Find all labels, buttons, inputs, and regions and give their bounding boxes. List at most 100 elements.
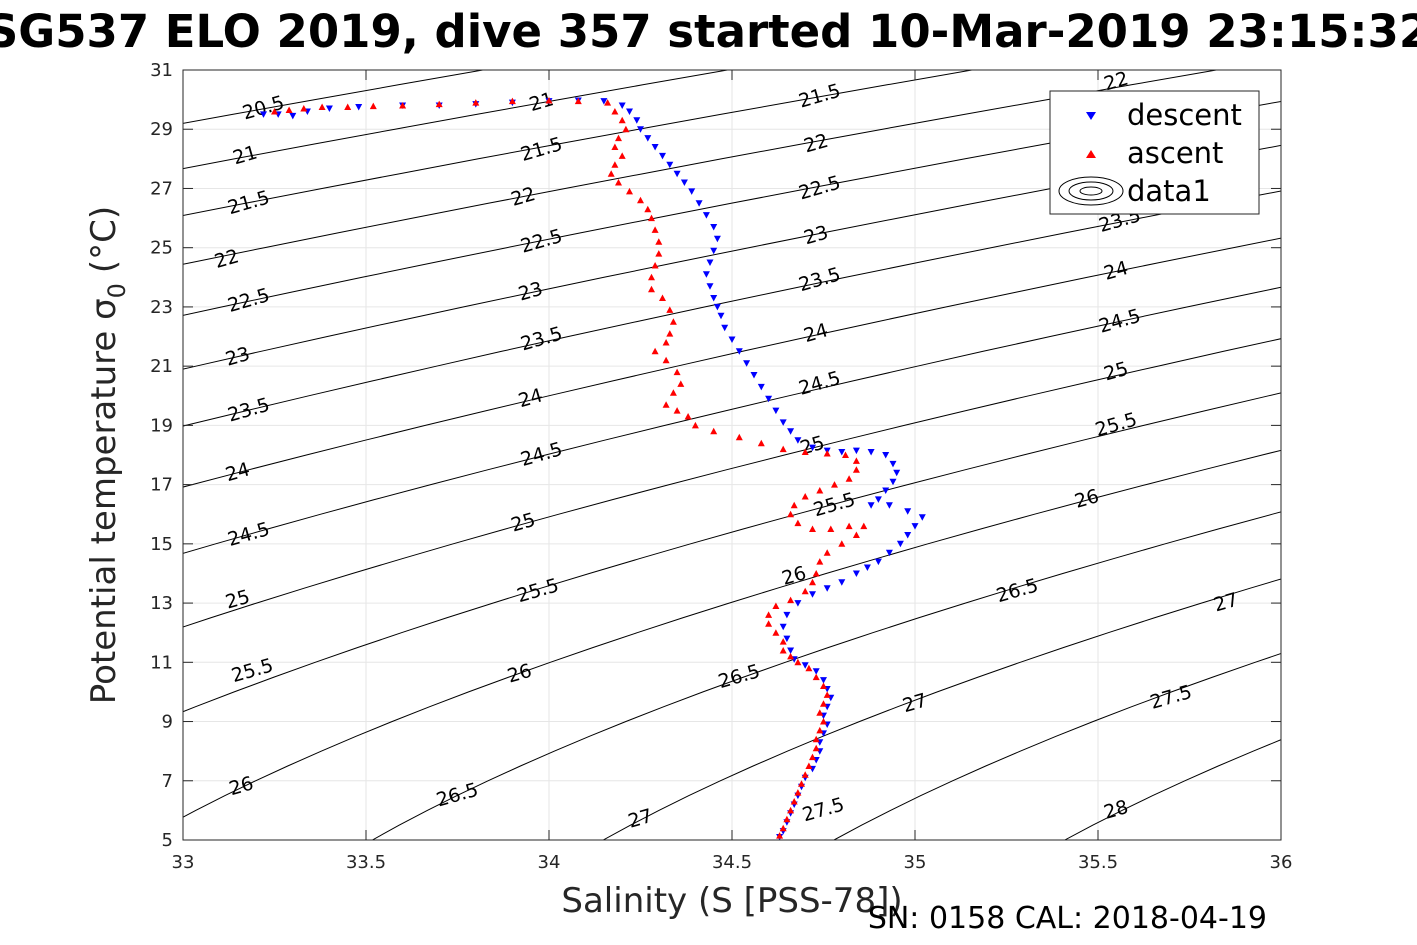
descent-point <box>794 437 802 444</box>
ascent-point <box>801 493 809 500</box>
x-tick-label: 33.5 <box>346 852 386 873</box>
ascent-point <box>765 611 773 618</box>
descent-point <box>882 452 890 459</box>
ascent-point <box>794 519 802 527</box>
legend-descent-label: descent <box>1127 98 1242 132</box>
y-tick-label: 31 <box>150 60 173 81</box>
x-tick-label: 34 <box>538 852 561 873</box>
chart-title: SG537 ELO 2019, dive 357 started 10-Mar-… <box>0 5 1417 58</box>
data-series <box>260 97 926 840</box>
descent-point <box>651 144 659 151</box>
ascent-point <box>662 356 670 364</box>
descent-point <box>710 295 718 302</box>
ascent-point <box>626 187 633 195</box>
ascent-point <box>615 134 622 142</box>
ascent-point <box>651 226 659 233</box>
ascent-point <box>816 709 824 716</box>
axis-ticks: 33 33.5 34 34.5 35 35.5 36 5 7 9 11 13 15 17 19 21 23 25 2… <box>150 60 1292 873</box>
isopycnal-line <box>183 70 1220 265</box>
ascent-point <box>648 285 655 293</box>
descent-point <box>863 564 871 571</box>
ascent-point <box>816 487 824 494</box>
ascent-point <box>644 205 652 213</box>
ascent-point <box>845 522 853 530</box>
ascent-point <box>611 161 619 168</box>
ascent-point <box>399 102 407 109</box>
ascent-point <box>805 664 813 672</box>
descent-point <box>717 312 725 320</box>
ascent-point <box>765 620 773 627</box>
ascent-point <box>622 125 630 133</box>
ascent-point <box>677 380 685 387</box>
y-tick-label: 15 <box>150 534 173 555</box>
ascent-point <box>827 525 835 532</box>
descent-point <box>355 104 363 111</box>
ascent-point <box>772 629 780 636</box>
ascent-point <box>842 451 849 458</box>
y-tick-label: 25 <box>150 238 173 259</box>
descent-point <box>820 677 827 684</box>
descent-point <box>779 419 787 426</box>
ascent-point <box>823 450 831 457</box>
descent-point <box>702 271 710 278</box>
y-axis-label-subscript: 0 <box>103 283 131 298</box>
ascent-point <box>809 753 816 761</box>
ascent-point <box>805 762 813 769</box>
descent-point <box>918 514 926 521</box>
ascent-point <box>662 401 670 408</box>
ascent-point <box>812 744 820 752</box>
ascent-point <box>611 108 619 115</box>
ascent-point <box>790 798 798 805</box>
descent-point <box>666 161 674 169</box>
ascent-point <box>666 306 674 313</box>
ascent-point <box>801 771 809 778</box>
x-tick-label: 35.5 <box>1078 852 1118 873</box>
ascent-point <box>651 262 659 269</box>
ascent-point <box>637 196 644 204</box>
y-tick-label: 13 <box>150 593 173 614</box>
ascent-point <box>852 466 860 473</box>
descent-point <box>801 662 809 669</box>
descent-point <box>728 336 736 343</box>
y-tick-label: 29 <box>150 119 173 140</box>
ascent-point <box>611 143 619 150</box>
descent-point <box>889 460 897 468</box>
descent-point <box>710 224 718 231</box>
x-axis-label: Salinity (S [PSS-78]) <box>561 881 902 921</box>
descent-point <box>896 540 904 548</box>
descent-point <box>706 259 714 266</box>
ascent-point <box>820 682 827 689</box>
ascent-point <box>666 330 674 337</box>
legend-box <box>1049 90 1260 215</box>
ascent-point <box>655 238 663 245</box>
descent-point <box>809 444 816 452</box>
descent-point <box>838 449 846 456</box>
descent-point <box>772 407 780 415</box>
y-tick-label: 11 <box>150 652 173 673</box>
descent-point <box>783 635 791 643</box>
y-tick-label: 17 <box>150 475 173 496</box>
ascent-point <box>852 531 860 538</box>
ascent-point <box>779 445 787 453</box>
descent-point <box>618 102 626 109</box>
series-ascent <box>271 97 868 839</box>
x-tick-label: 33 <box>172 852 195 873</box>
ascent-point <box>787 806 795 814</box>
descent-point <box>695 200 703 207</box>
ascent-point <box>812 570 820 577</box>
descent-point <box>688 188 696 195</box>
ascent-point <box>823 691 831 698</box>
descent-point <box>904 532 912 539</box>
ascent-point <box>812 673 820 681</box>
descent-point <box>735 348 743 355</box>
y-tick-label: 21 <box>150 356 173 377</box>
descent-point <box>702 212 710 219</box>
ascent-point <box>831 481 838 488</box>
descent-point <box>743 360 751 367</box>
descent-point <box>852 570 860 577</box>
ascent-point <box>779 647 787 654</box>
descent-point <box>633 117 641 124</box>
ascent-point <box>662 339 670 346</box>
ascent-point <box>801 587 809 595</box>
legend-ascent-marker <box>1086 150 1096 158</box>
